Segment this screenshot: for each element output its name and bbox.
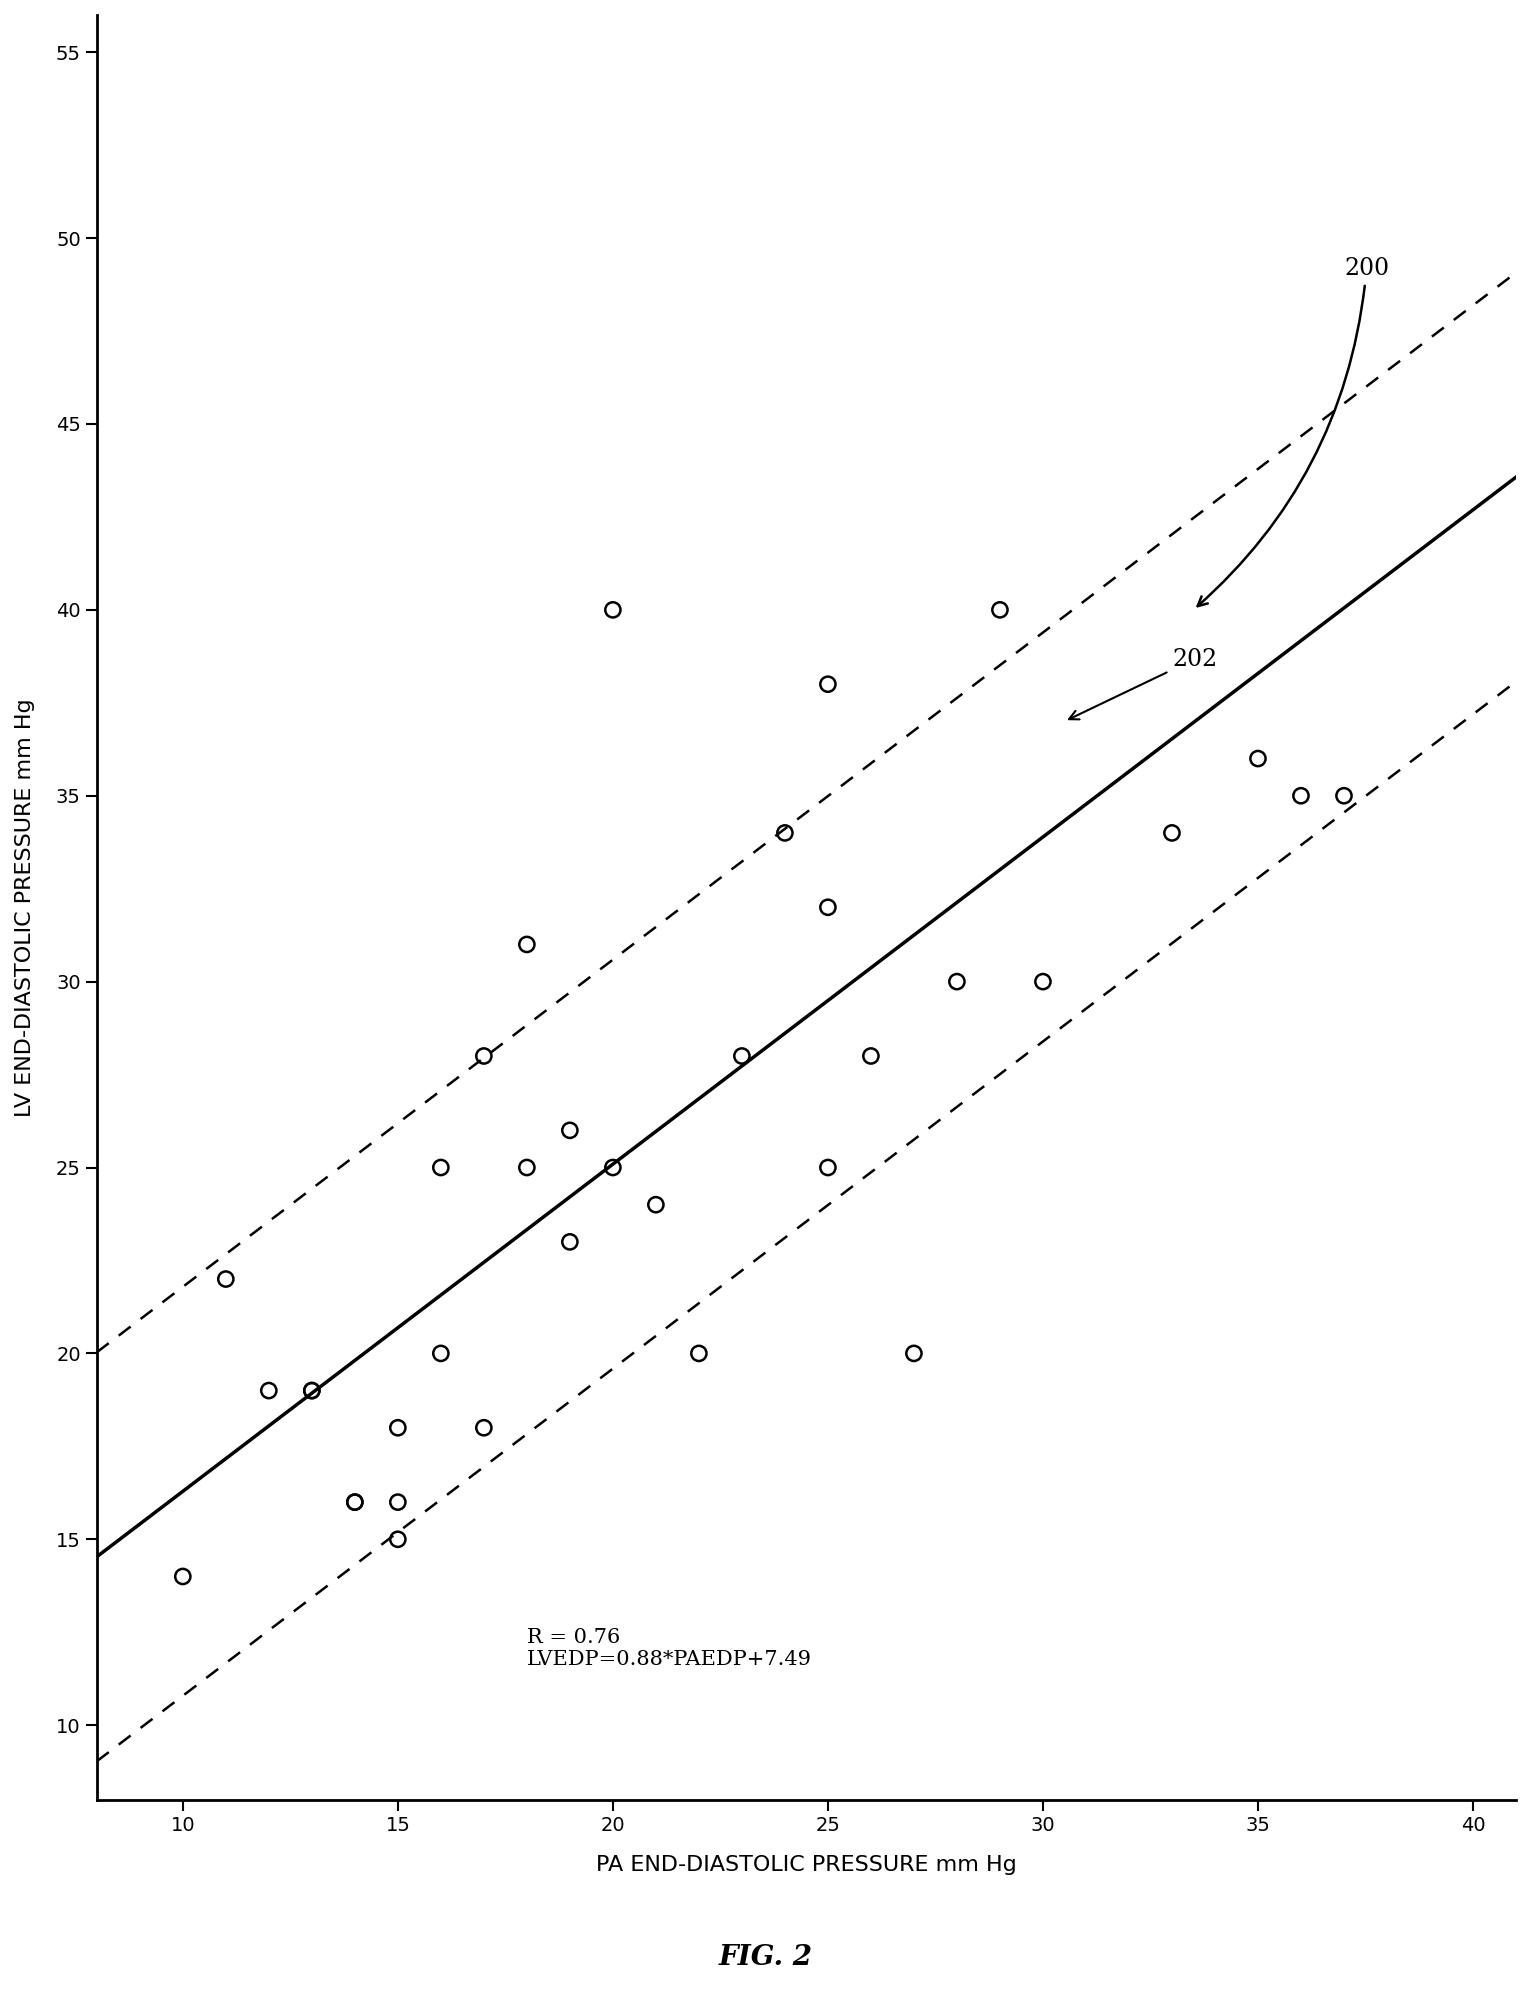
Point	[170, 1561, 194, 1593]
Point	[557, 1227, 582, 1259]
Point	[343, 1486, 367, 1518]
Point	[514, 1152, 539, 1184]
Point	[902, 1337, 926, 1369]
Point	[730, 1040, 755, 1072]
X-axis label: PA END-DIASTOLIC PRESSURE mm Hg: PA END-DIASTOLIC PRESSURE mm Hg	[596, 1856, 1017, 1876]
Point	[429, 1337, 453, 1369]
Point	[600, 1152, 625, 1184]
Point	[859, 1040, 883, 1072]
Text: 202: 202	[1069, 648, 1217, 720]
Point	[1332, 780, 1356, 812]
Point	[945, 965, 969, 997]
Point	[816, 1152, 841, 1184]
Point	[300, 1374, 325, 1406]
Point	[343, 1486, 367, 1518]
Point	[1289, 780, 1314, 812]
Point	[816, 891, 841, 923]
Point	[1159, 816, 1183, 849]
Point	[472, 1412, 496, 1444]
Point	[214, 1263, 239, 1295]
Point	[1030, 965, 1055, 997]
Point	[472, 1040, 496, 1072]
Point	[257, 1374, 282, 1406]
Point	[557, 1114, 582, 1146]
Point	[514, 929, 539, 961]
Point	[386, 1522, 410, 1555]
Y-axis label: LV END-DIASTOLIC PRESSURE mm Hg: LV END-DIASTOLIC PRESSURE mm Hg	[15, 698, 35, 1116]
Text: FIG. 2: FIG. 2	[718, 1945, 813, 1971]
Point	[386, 1486, 410, 1518]
Point	[643, 1189, 668, 1221]
Point	[1246, 742, 1271, 774]
Point	[816, 668, 841, 700]
Point	[600, 593, 625, 625]
Text: 200: 200	[1197, 257, 1389, 605]
Point	[773, 816, 798, 849]
Text: R = 0.76
LVEDP=0.88*PAEDP+7.49: R = 0.76 LVEDP=0.88*PAEDP+7.49	[527, 1629, 811, 1669]
Point	[429, 1152, 453, 1184]
Point	[300, 1374, 325, 1406]
Point	[686, 1337, 710, 1369]
Point	[987, 593, 1012, 625]
Point	[386, 1412, 410, 1444]
